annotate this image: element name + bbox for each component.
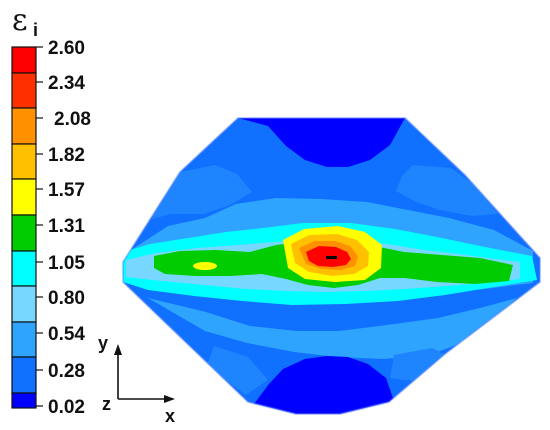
colorbar-segment-02	[11, 72, 37, 109]
x-axis-arrow	[164, 395, 175, 403]
colorbar-label-0-28: 0.28	[48, 361, 85, 382]
contour-zone-upper-right	[396, 165, 498, 216]
colorbar-segment-04	[11, 143, 37, 180]
colorbar-segment-10	[11, 356, 37, 394]
colorbar-label-0-80: 0.80	[48, 288, 85, 309]
strain-subscript: i	[33, 20, 38, 40]
contour-body	[122, 117, 541, 415]
contour-zone-lower-left	[207, 346, 268, 395]
colorbar-segment-06	[11, 214, 37, 252]
colorbar-segment-07	[11, 250, 37, 287]
colorbar-label-2-34: 2.34	[48, 73, 85, 94]
z-axis-label: z	[102, 394, 111, 414]
colorbar-label-1-31: 1.31	[48, 216, 85, 237]
contour-band-light-blue-lower	[148, 298, 517, 359]
contour-zone-lower-right	[390, 348, 446, 381]
contour-center-marker	[326, 256, 337, 259]
colorbar-segment-01	[11, 46, 37, 74]
body-edge	[122, 117, 541, 415]
contour-zone-upper-left	[152, 165, 252, 219]
colorbar-label-1-82: 1.82	[48, 145, 85, 166]
colorbar: 2.60 2.34 2.08 1.82 1.57 1.31 1.05 0.80 …	[11, 38, 91, 418]
contour-band-top-cap	[238, 118, 405, 167]
colorbar-label-0-54: 0.54	[48, 324, 85, 345]
contour-band-bottom-cap	[254, 356, 395, 414]
strain-symbol: ε	[12, 3, 28, 38]
colorbar-segment-08	[11, 285, 37, 323]
y-axis-label: y	[98, 333, 108, 353]
colorbar-label-1-05: 1.05	[48, 253, 85, 274]
x-axis-label: x	[165, 406, 175, 426]
colorbar-segment-11	[11, 392, 37, 409]
axes-triad: y z x	[98, 333, 175, 426]
strain-symbol-title: ε i	[12, 3, 38, 40]
colorbar-label-0-02: 0.02	[48, 397, 85, 418]
contour-fill-group	[123, 118, 537, 414]
colorbar-segment-05	[11, 178, 37, 216]
colorbar-label-2-60: 2.60	[48, 38, 85, 59]
colorbar-segment-03	[11, 107, 37, 145]
y-axis-arrow	[114, 344, 122, 355]
contour-spot-left-yellow	[193, 262, 217, 270]
colorbar-label-1-57: 1.57	[48, 180, 85, 201]
colorbar-segment-09	[11, 321, 37, 358]
colorbar-label-2-08: 2.08	[54, 109, 91, 130]
